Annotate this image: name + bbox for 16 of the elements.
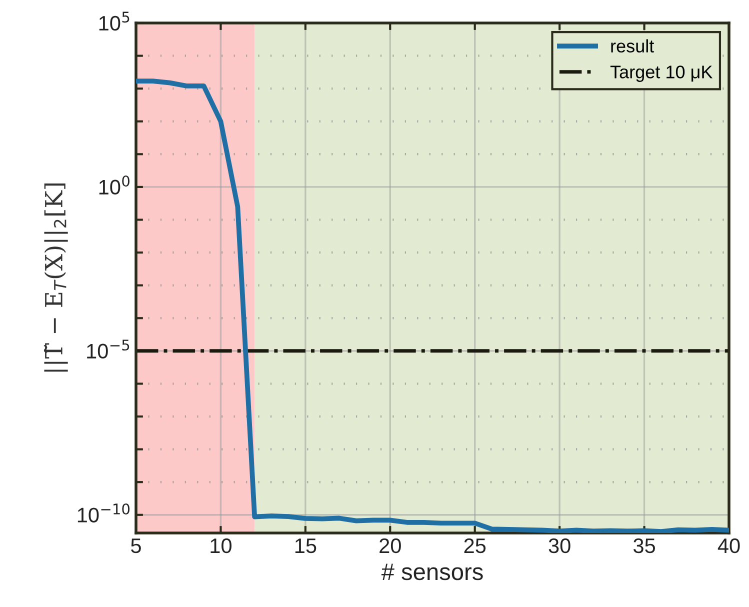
x-tick-label: 15	[295, 538, 316, 554]
y-tick-label: 10$^{−10}$	[78, 503, 130, 522]
x-tick-label: 25	[464, 538, 486, 554]
x-tick-label: 30	[548, 538, 570, 554]
legend-label: result	[611, 39, 654, 53]
x-tick-label: 40	[718, 538, 740, 554]
y-tick-label: 10$^{5}$	[99, 12, 130, 31]
x-axis-title: # sensors	[381, 564, 483, 580]
x-tick-label: 10	[210, 538, 232, 554]
x-tick-label: 20	[380, 538, 401, 554]
y-axis-title: ||T̃ − E$_{T}$(X)||$_{2}$[K]	[44, 183, 68, 372]
y-tick-label: 10$^{0}$	[99, 176, 130, 195]
x-tick-label: 5	[131, 538, 141, 554]
x-tick-label: 35	[633, 538, 655, 554]
legend-label: Target 10 μK	[610, 66, 713, 82]
y-tick-label: 10$^{−5}$	[87, 340, 130, 359]
